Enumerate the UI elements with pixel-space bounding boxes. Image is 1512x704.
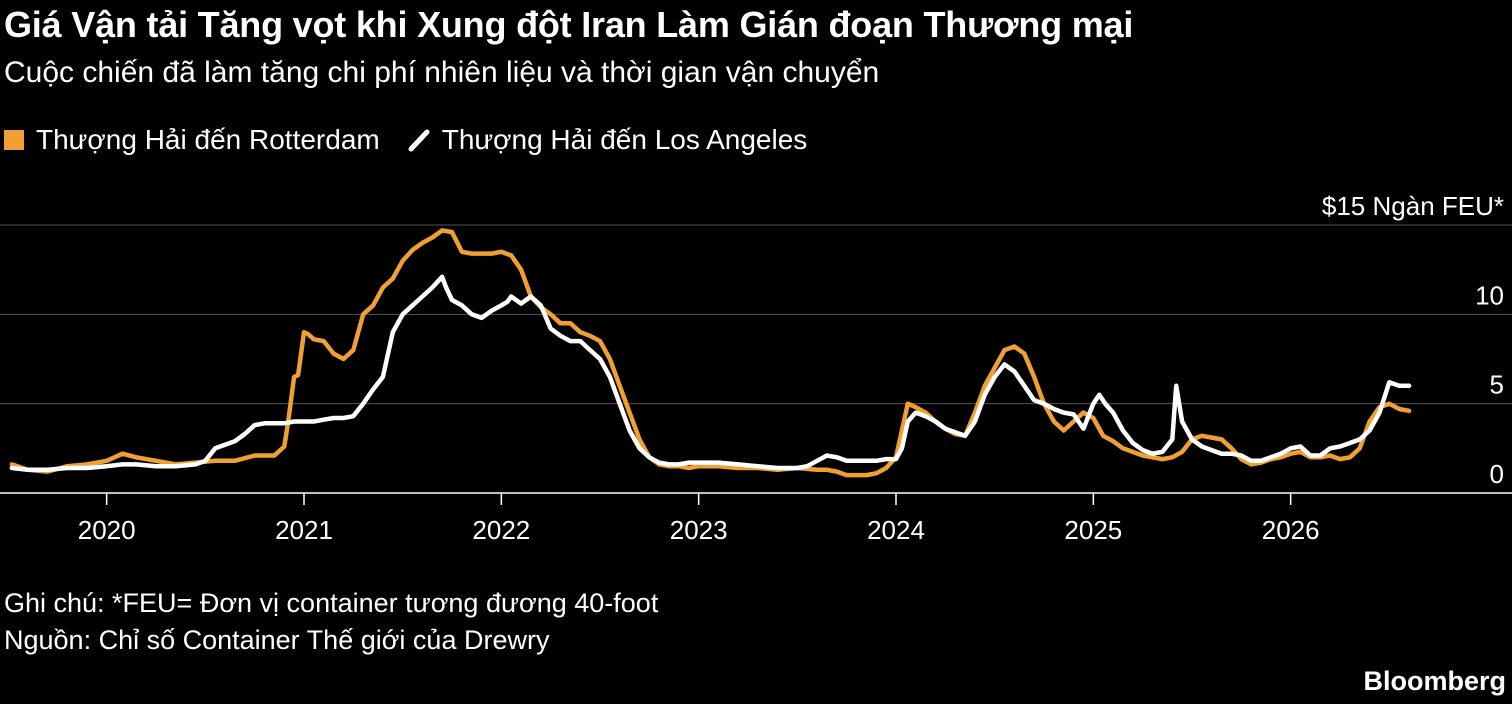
square-swatch-icon (4, 130, 24, 150)
source-text: Nguồn: Chỉ số Container Thế giới của Dre… (4, 625, 550, 655)
x-tick-label: 2024 (867, 515, 925, 545)
legend-item-rotterdam: Thượng Hải đến Rotterdam (4, 124, 380, 156)
y-tick-label: 0 (1490, 459, 1504, 489)
x-tick-label: 2022 (472, 515, 530, 545)
y-tick-label: $15 Ngàn FEU* (1322, 191, 1504, 221)
x-tick-label: 2025 (1064, 515, 1122, 545)
y-tick-label: 10 (1475, 280, 1504, 310)
x-tick-label: 2020 (78, 515, 136, 545)
x-tick-label: 2021 (275, 515, 333, 545)
y-tick-label: 5 (1490, 370, 1504, 400)
x-tick-label: 2026 (1262, 515, 1320, 545)
bloomberg-logo: Bloomberg (1363, 666, 1506, 696)
y-axis: $15 Ngàn FEU* 10 5 0 (1322, 191, 1504, 489)
legend-item-los-angeles: Thượng Hải đến Los Angeles (406, 124, 808, 156)
series-lines (9, 228, 1412, 478)
legend-label: Thượng Hải đến Rotterdam (36, 124, 380, 155)
chart-title: Giá Vận tải Tăng vọt khi Xung đột Iran L… (4, 4, 1134, 45)
note-text: Ghi chú: *FEU= Đơn vị container tương đư… (4, 588, 659, 618)
series-line-rotterdam (9, 228, 1412, 478)
x-axis: 2020 2021 2022 2023 2024 2025 2026 (0, 492, 1512, 545)
legend-label: Thượng Hải đến Los Angeles (441, 124, 808, 155)
gridlines (0, 224, 1512, 405)
series-line-los-angeles (9, 274, 1412, 473)
x-tick-label: 2023 (670, 515, 728, 545)
footnote: Ghi chú: *FEU= Đơn vị container tương đư… (4, 585, 658, 659)
chart-subtitle: Cuộc chiến đã làm tăng chi phí nhiên liệ… (4, 56, 880, 89)
chart-legend: Thượng Hải đến Rotterdam Thượng Hải đến … (4, 124, 833, 156)
slash-swatch-icon (408, 129, 430, 152)
